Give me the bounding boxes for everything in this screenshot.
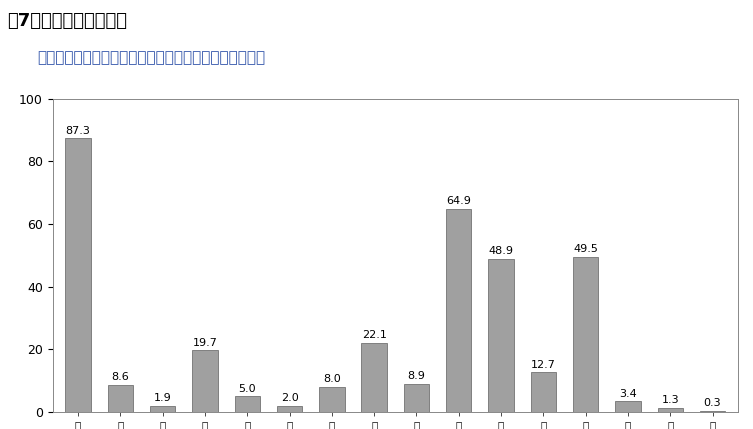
Text: 87.3: 87.3	[66, 126, 90, 136]
Text: 2.0: 2.0	[281, 393, 298, 403]
Text: 22.1: 22.1	[361, 330, 386, 340]
Text: 0.3: 0.3	[704, 399, 721, 408]
Bar	[66, 139, 91, 412]
Bar	[235, 396, 260, 412]
Bar	[700, 411, 725, 412]
Text: 5.0: 5.0	[239, 384, 256, 394]
Bar	[192, 350, 218, 412]
Bar	[615, 401, 641, 412]
Bar	[319, 387, 345, 412]
Bar	[531, 372, 556, 412]
Bar	[150, 406, 175, 412]
Bar	[361, 343, 387, 412]
Bar	[573, 257, 599, 412]
Text: 12.7: 12.7	[531, 360, 556, 369]
Text: （図１１）経営上の問題点別施設数の割合（複数回答）: （図１１）経営上の問題点別施設数の割合（複数回答）	[38, 50, 266, 65]
Text: 48.9: 48.9	[489, 246, 514, 256]
Text: 8.9: 8.9	[407, 372, 425, 381]
Bar	[446, 208, 471, 412]
Text: 1.9: 1.9	[154, 393, 172, 403]
Bar	[404, 384, 429, 412]
Text: 64.9: 64.9	[447, 196, 471, 206]
Bar	[657, 408, 683, 412]
Text: 3.4: 3.4	[619, 389, 637, 399]
Text: （7）　経営上の問題点: （7） 経営上の問題点	[8, 12, 127, 30]
Text: 8.0: 8.0	[323, 374, 341, 384]
Text: 19.7: 19.7	[193, 338, 218, 347]
Bar	[489, 259, 514, 412]
Text: 49.5: 49.5	[573, 244, 598, 254]
Bar	[277, 405, 302, 412]
Bar	[108, 385, 133, 412]
Text: 8.6: 8.6	[111, 372, 130, 382]
Text: 1.3: 1.3	[661, 395, 679, 405]
